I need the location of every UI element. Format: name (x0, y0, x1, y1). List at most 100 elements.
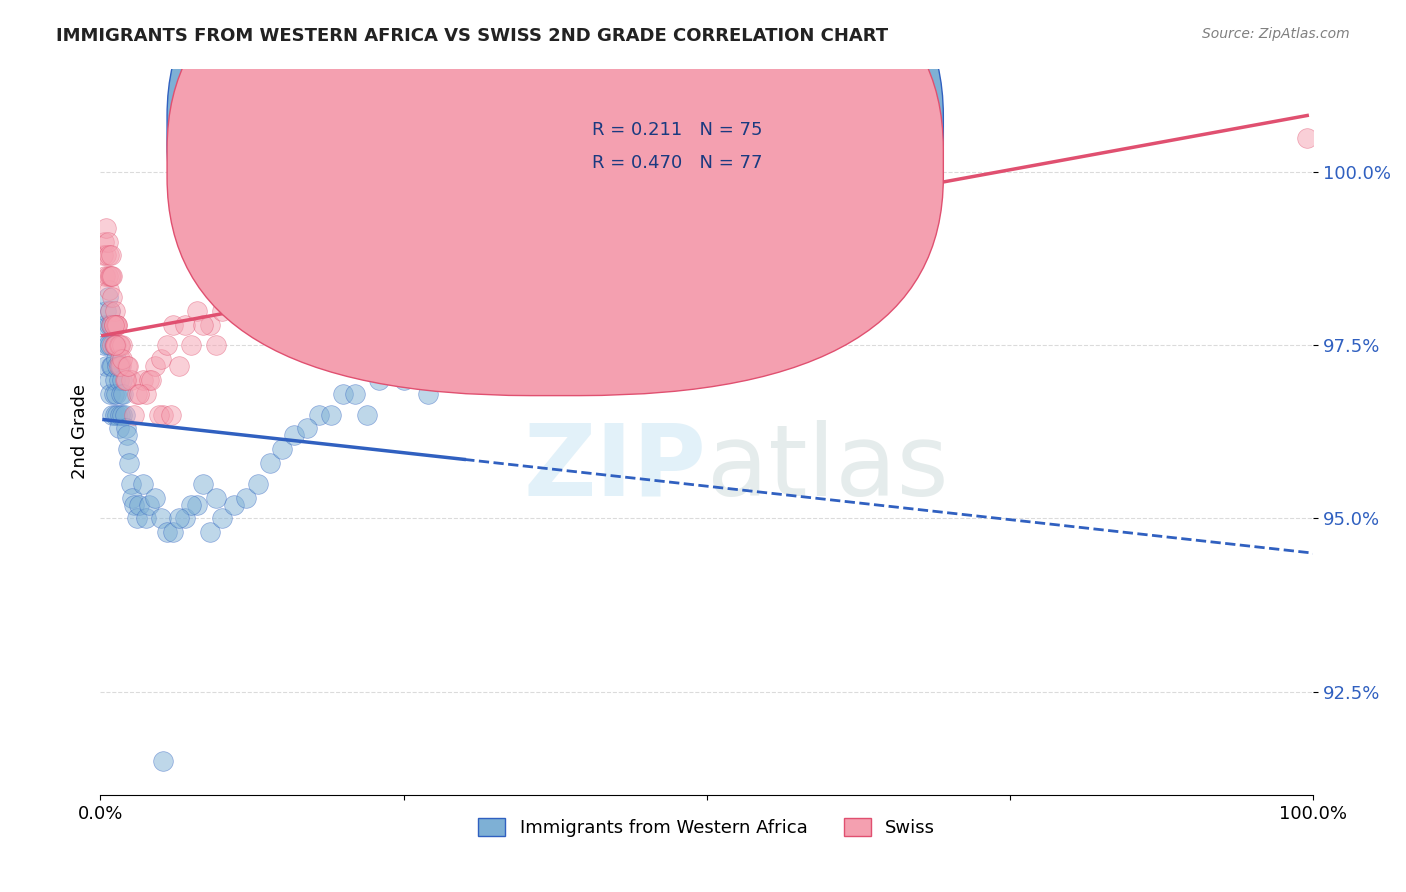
Point (162, 525, 184, 540)
Point (141, 373, 163, 387)
Point (132, 373, 155, 387)
Point (94, 269, 117, 284)
Point (114, 373, 136, 387)
Point (193, 318, 215, 332)
Point (115, 359, 138, 374)
Point (97, 373, 120, 387)
Point (101, 408, 124, 422)
Point (110, 359, 132, 374)
Point (416, 387, 439, 401)
Point (143, 359, 166, 374)
Point (295, 269, 318, 284)
Point (356, 248, 378, 262)
Point (429, 235, 451, 249)
Point (96, 248, 118, 262)
Point (344, 387, 367, 401)
Point (100, 248, 122, 262)
Point (186, 498, 208, 512)
FancyBboxPatch shape (167, 0, 943, 363)
Point (107, 421, 129, 435)
Point (111, 338, 134, 352)
Point (117, 359, 139, 374)
Point (105, 338, 128, 352)
Point (103, 338, 125, 352)
Point (259, 456, 281, 470)
Point (368, 373, 391, 387)
Point (283, 283, 305, 297)
Point (96, 303, 118, 318)
Point (114, 373, 136, 387)
Point (96, 359, 118, 374)
Point (152, 408, 174, 422)
Point (186, 303, 208, 318)
Point (125, 511, 148, 525)
Point (150, 511, 173, 525)
Point (100, 318, 122, 332)
Point (156, 338, 179, 352)
Point (108, 359, 131, 374)
Point (120, 476, 142, 491)
Point (247, 476, 270, 491)
Point (128, 498, 150, 512)
Point (204, 338, 226, 352)
Point (156, 525, 179, 540)
Point (204, 491, 226, 505)
Point (453, 235, 475, 249)
Point (97, 318, 120, 332)
Point (167, 359, 190, 374)
Point (101, 290, 124, 304)
Point (97, 235, 120, 249)
Point (110, 387, 132, 401)
Point (180, 338, 202, 352)
Text: Source: ZipAtlas.com: Source: ZipAtlas.com (1202, 27, 1350, 41)
Text: IMMIGRANTS FROM WESTERN AFRICA VS SWISS 2ND GRADE CORRELATION CHART: IMMIGRANTS FROM WESTERN AFRICA VS SWISS … (56, 27, 889, 45)
Text: R = 0.211   N = 75: R = 0.211 N = 75 (592, 121, 762, 139)
Point (105, 318, 128, 332)
FancyBboxPatch shape (167, 0, 943, 396)
Point (193, 476, 215, 491)
Point (152, 754, 174, 768)
Point (135, 387, 157, 401)
Point (98, 303, 121, 318)
Point (128, 387, 150, 401)
Point (114, 408, 136, 422)
Point (107, 373, 129, 387)
Point (159, 408, 181, 422)
Point (115, 428, 138, 442)
Point (111, 352, 134, 367)
Point (105, 318, 128, 332)
Point (94, 318, 117, 332)
Point (97, 290, 120, 304)
Point (247, 290, 270, 304)
Point (103, 318, 125, 332)
Point (1296, 130, 1319, 145)
Point (97, 269, 120, 284)
Point (104, 338, 127, 352)
Point (174, 318, 197, 332)
Point (222, 290, 245, 304)
Point (98, 269, 121, 284)
Point (98, 387, 121, 401)
Point (148, 408, 170, 422)
Point (513, 220, 536, 235)
Point (104, 338, 127, 352)
Point (100, 318, 122, 332)
Point (93, 338, 115, 352)
Point (125, 387, 148, 401)
Point (108, 408, 131, 422)
Point (93, 235, 115, 249)
Point (167, 511, 190, 525)
Point (118, 456, 141, 470)
Point (120, 373, 142, 387)
Point (111, 408, 134, 422)
Legend: Immigrants from Western Africa, Swiss: Immigrants from Western Africa, Swiss (471, 811, 942, 845)
Point (138, 373, 160, 387)
Point (283, 428, 305, 442)
Point (332, 387, 354, 401)
Point (117, 442, 139, 457)
Point (104, 408, 127, 422)
Point (124, 408, 146, 422)
Point (100, 359, 122, 374)
Point (124, 498, 146, 512)
Point (98, 338, 121, 352)
